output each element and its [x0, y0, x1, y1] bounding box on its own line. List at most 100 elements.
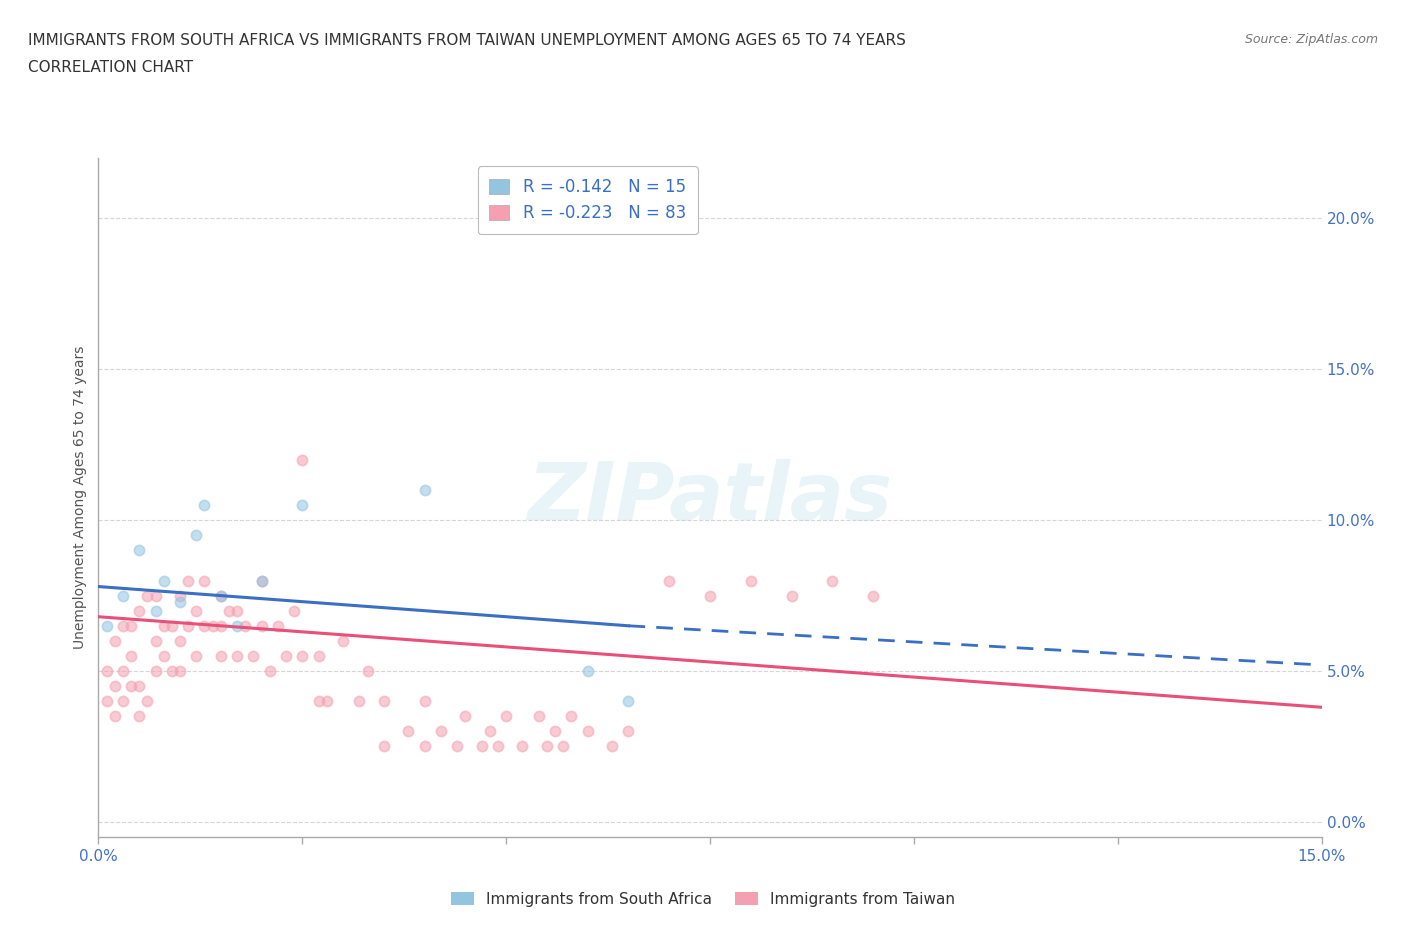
Point	[821, 573, 844, 588]
Point	[242, 648, 264, 663]
Point	[169, 594, 191, 609]
Point	[349, 694, 371, 709]
Point	[250, 618, 273, 633]
Point	[186, 604, 208, 618]
Point	[373, 694, 395, 709]
Point	[160, 618, 183, 633]
Point	[169, 664, 191, 679]
Point	[120, 679, 142, 694]
Point	[96, 694, 118, 709]
Point	[193, 573, 215, 588]
Point	[413, 483, 436, 498]
Point	[209, 618, 232, 633]
Point	[1392, 558, 1406, 573]
Point	[267, 618, 290, 633]
Point	[527, 709, 550, 724]
Point	[553, 739, 575, 754]
Point	[373, 739, 395, 754]
Point	[111, 618, 134, 633]
Point	[120, 618, 142, 633]
Point	[250, 573, 273, 588]
Point	[104, 679, 127, 694]
Point	[145, 664, 167, 679]
Point	[128, 543, 150, 558]
Point	[454, 709, 477, 724]
Point	[169, 633, 191, 648]
Point	[356, 664, 378, 679]
Point	[209, 588, 232, 603]
Point	[699, 588, 721, 603]
Point	[862, 588, 884, 603]
Point	[177, 618, 200, 633]
Point	[332, 633, 354, 648]
Point	[315, 694, 337, 709]
Point	[283, 604, 305, 618]
Y-axis label: Unemployment Among Ages 65 to 74 years: Unemployment Among Ages 65 to 74 years	[73, 346, 87, 649]
Point	[471, 739, 494, 754]
Point	[111, 588, 134, 603]
Point	[740, 573, 762, 588]
Point	[152, 648, 174, 663]
Point	[96, 618, 118, 633]
Point	[291, 648, 314, 663]
Point	[193, 498, 215, 512]
Point	[111, 664, 134, 679]
Point	[576, 664, 599, 679]
Point	[186, 648, 208, 663]
Point	[544, 724, 567, 738]
Point	[169, 588, 191, 603]
Point	[104, 633, 127, 648]
Point	[218, 604, 240, 618]
Point	[128, 604, 150, 618]
Point	[430, 724, 453, 738]
Point	[111, 694, 134, 709]
Point	[233, 618, 256, 633]
Text: Source: ZipAtlas.com: Source: ZipAtlas.com	[1244, 33, 1378, 46]
Point	[145, 588, 167, 603]
Point	[145, 604, 167, 618]
Point	[308, 694, 330, 709]
Point	[120, 648, 142, 663]
Point	[478, 724, 501, 738]
Point	[136, 588, 159, 603]
Point	[226, 618, 249, 633]
Point	[193, 618, 215, 633]
Text: IMMIGRANTS FROM SOUTH AFRICA VS IMMIGRANTS FROM TAIWAN UNEMPLOYMENT AMONG AGES 6: IMMIGRANTS FROM SOUTH AFRICA VS IMMIGRAN…	[28, 33, 905, 47]
Point	[136, 694, 159, 709]
Point	[104, 709, 127, 724]
Text: ZIPatlas: ZIPatlas	[527, 458, 893, 537]
Point	[291, 452, 314, 467]
Point	[617, 724, 640, 738]
Point	[160, 664, 183, 679]
Point	[413, 694, 436, 709]
Point	[250, 573, 273, 588]
Point	[446, 739, 468, 754]
Point	[274, 648, 297, 663]
Point	[512, 739, 534, 754]
Point	[128, 709, 150, 724]
Point	[536, 739, 558, 754]
Legend: R = -0.142   N = 15, R = -0.223   N = 83: R = -0.142 N = 15, R = -0.223 N = 83	[478, 166, 697, 234]
Point	[560, 709, 582, 724]
Point	[495, 709, 517, 724]
Point	[576, 724, 599, 738]
Point	[177, 573, 200, 588]
Point	[209, 648, 232, 663]
Point	[780, 588, 803, 603]
Point	[226, 604, 249, 618]
Point	[396, 724, 419, 738]
Point	[152, 618, 174, 633]
Point	[486, 739, 509, 754]
Point	[291, 498, 314, 512]
Point	[96, 664, 118, 679]
Point	[308, 648, 330, 663]
Point	[128, 679, 150, 694]
Point	[413, 739, 436, 754]
Point	[617, 694, 640, 709]
Legend: Immigrants from South Africa, Immigrants from Taiwan: Immigrants from South Africa, Immigrants…	[444, 886, 962, 913]
Point	[658, 573, 681, 588]
Point	[259, 664, 281, 679]
Point	[145, 633, 167, 648]
Text: CORRELATION CHART: CORRELATION CHART	[28, 60, 193, 75]
Point	[186, 528, 208, 543]
